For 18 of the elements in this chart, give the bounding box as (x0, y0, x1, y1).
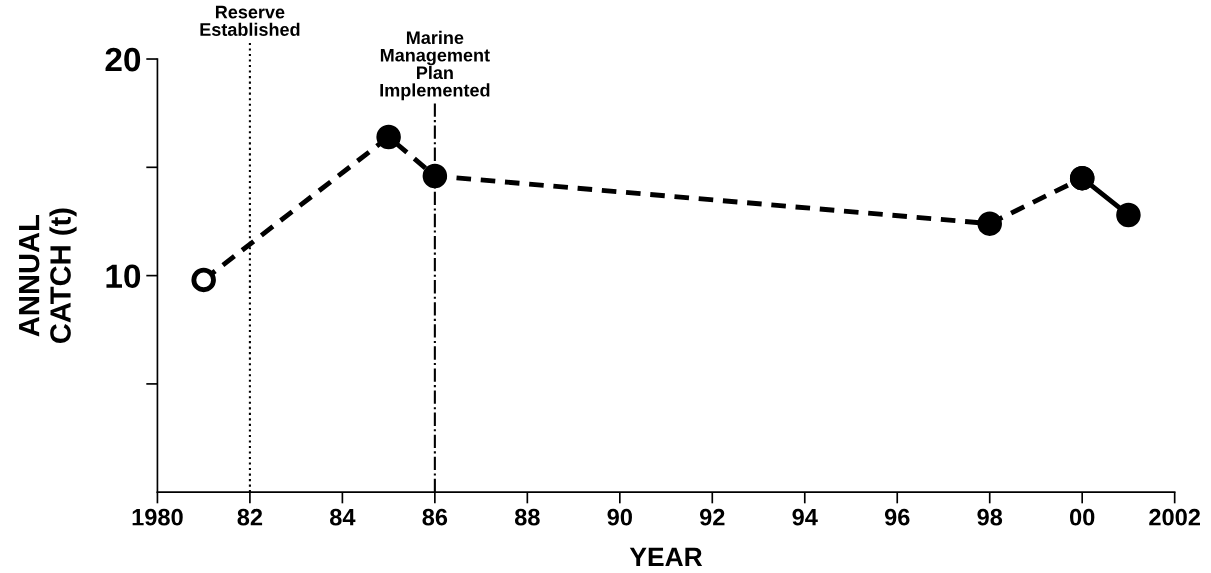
x-tick-label: 98 (977, 508, 1003, 526)
x-tick-label: 82 (237, 508, 263, 526)
y-tick-label: 20 (105, 47, 141, 72)
x-tick-label: 00 (1070, 508, 1095, 526)
x-tick-label: 96 (884, 508, 910, 526)
y-axis-title: ANNUAL CATCH (t) (19, 208, 77, 343)
x-tick-label: 86 (422, 508, 448, 526)
x-axis-title: YEAR (629, 547, 703, 566)
y-tick-label: 10 (106, 264, 141, 289)
x-tick-label: 84 (330, 508, 356, 526)
x-tick-label: 92 (699, 508, 725, 526)
x-tick-label: 90 (607, 508, 632, 526)
ref-line-label: Reserve Established (200, 5, 300, 36)
ref-line-label: Marine Management Plan Implemented (380, 30, 490, 101)
x-tick-label: 2002 (1149, 508, 1200, 526)
x-tick-label: 1980 (132, 508, 183, 526)
x-tick-label: 88 (514, 508, 540, 526)
x-tick-label: 94 (792, 508, 818, 526)
